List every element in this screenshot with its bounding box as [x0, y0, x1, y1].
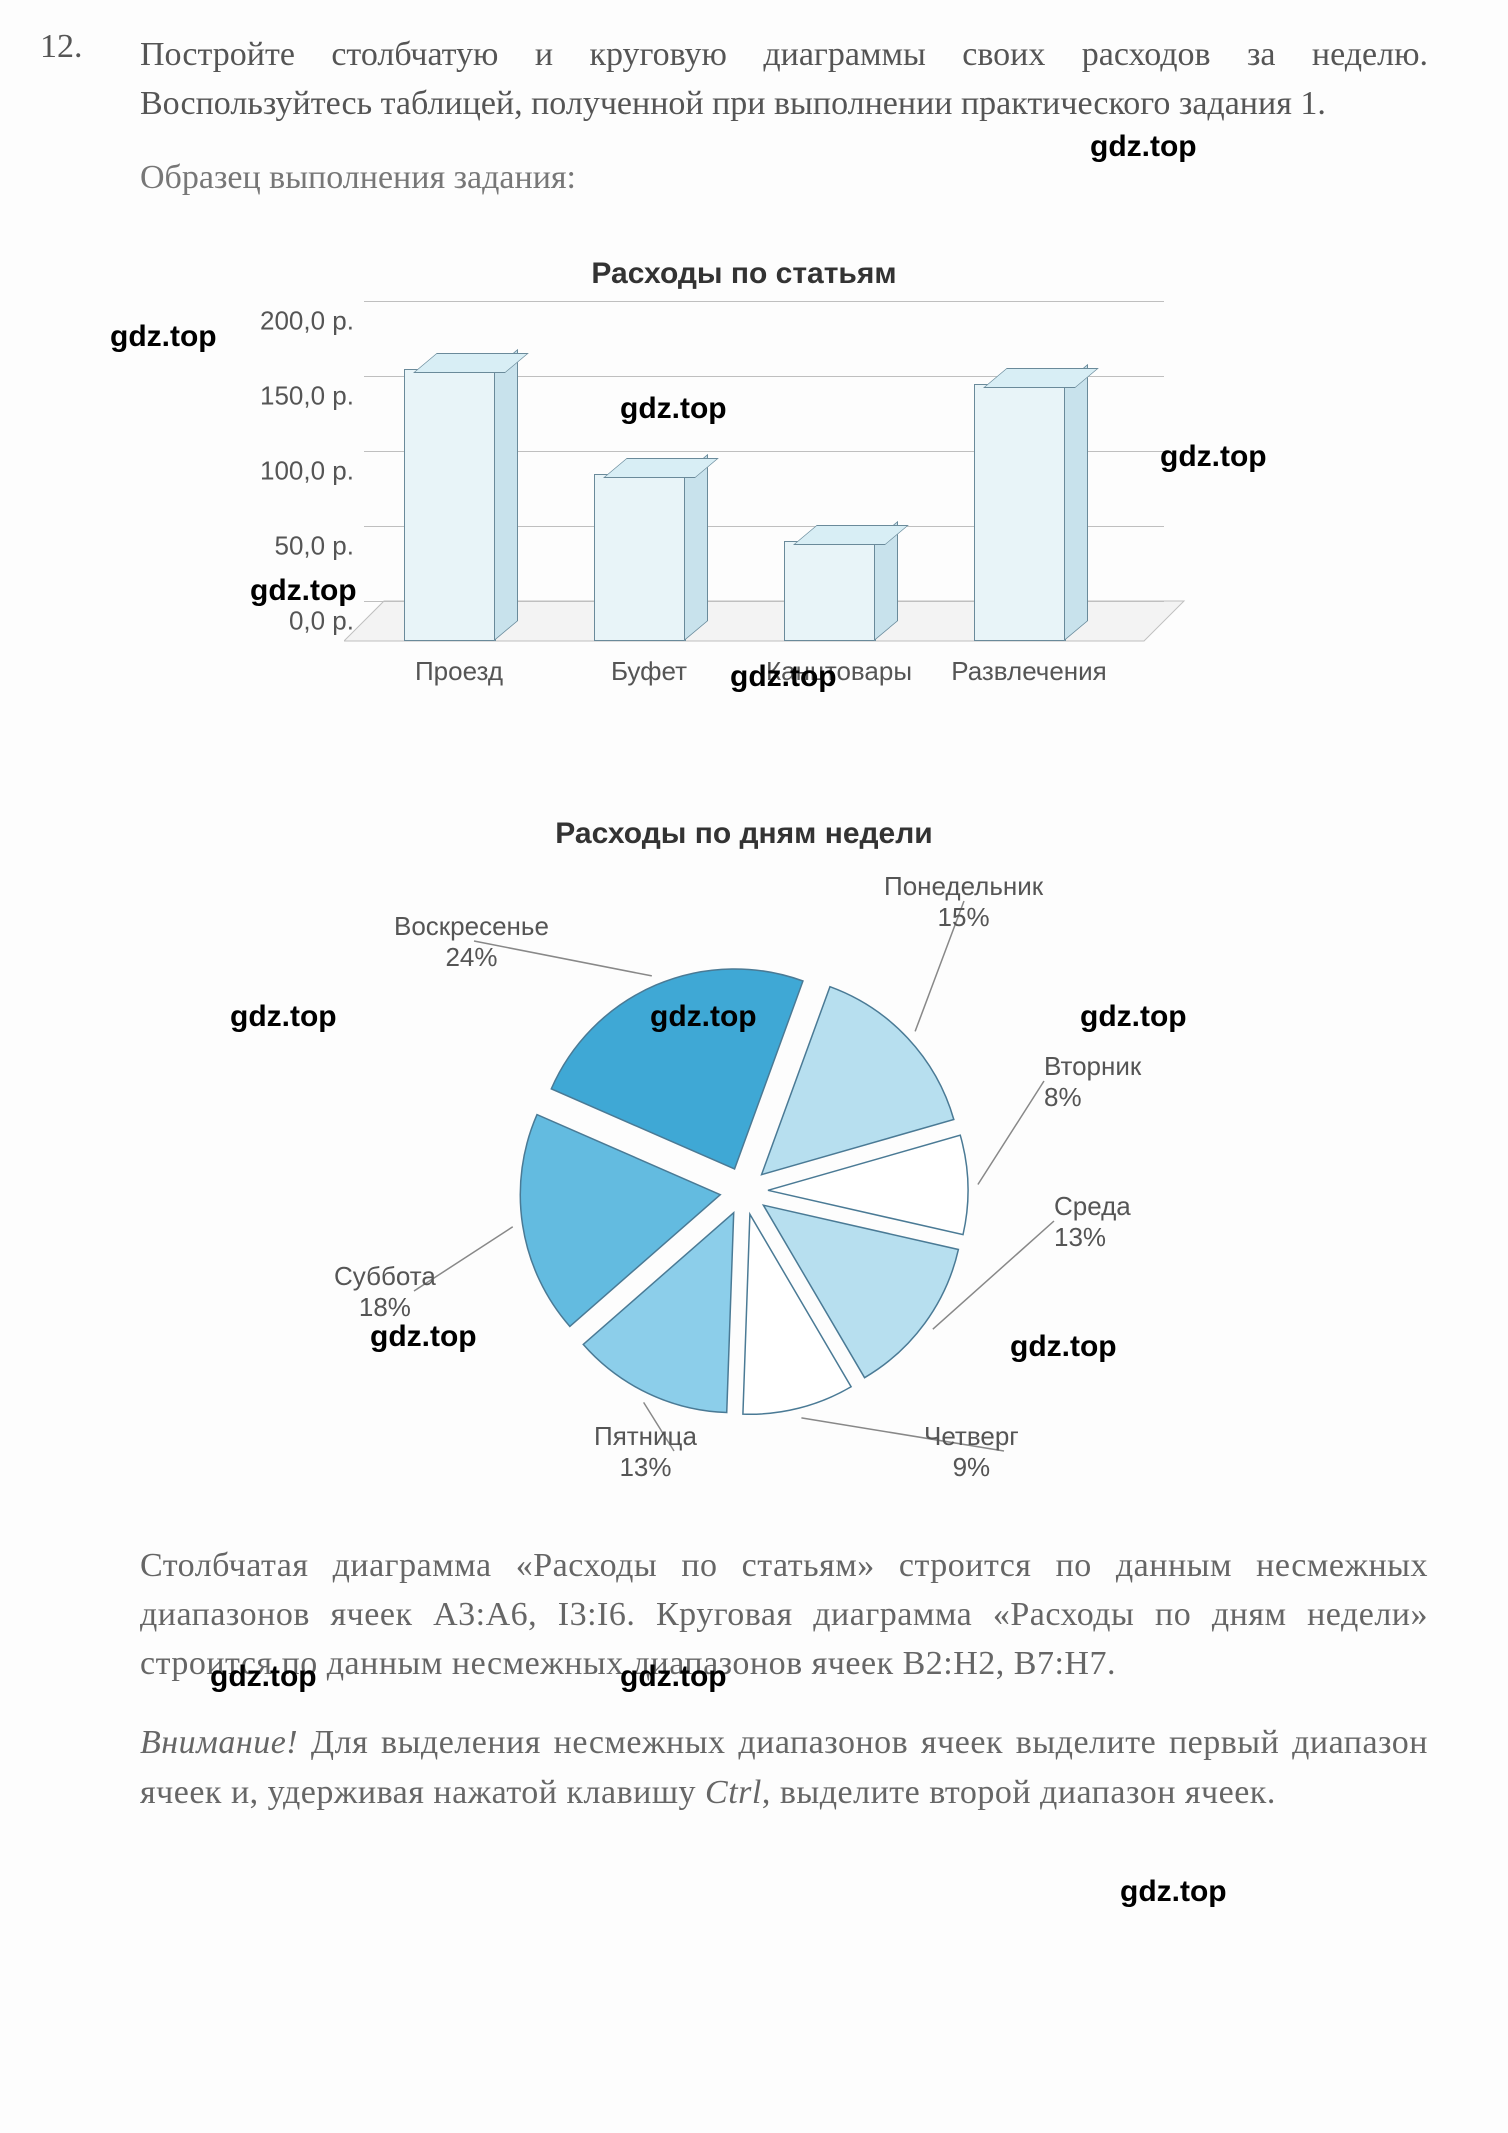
bar-chart: Расходы по статьям 0,0 р.50,0 р.100,0 р.… — [244, 257, 1244, 697]
x-axis-label: Развлечения — [939, 656, 1119, 687]
pie-label-name: Понедельник — [884, 871, 1043, 902]
task-number: 12. — [40, 28, 83, 66]
grid-line — [364, 301, 1164, 302]
attention-label: Внимание! — [140, 1724, 298, 1761]
pie-label-name: Воскресенье — [394, 911, 549, 942]
pie-label: Среда13% — [1054, 1191, 1131, 1253]
pie-label-pct: 9% — [924, 1452, 1019, 1483]
y-axis-label: 150,0 р. — [234, 380, 354, 411]
bar-chart-title: Расходы по статьям — [244, 257, 1244, 291]
explain-p1: Столбчатая диаграмма «Расходы по статьям… — [140, 1541, 1428, 1689]
x-axis-label: Канцтовары — [749, 656, 929, 687]
pie-label: Воскресенье24% — [394, 911, 549, 973]
watermark: gdz.top — [1120, 1875, 1227, 1909]
pie-label-pct: 13% — [594, 1452, 697, 1483]
bar — [594, 476, 684, 641]
bar — [404, 371, 494, 641]
pie-chart-area: Расходы по дням недели Понедельник15% Вто… — [244, 817, 1244, 1481]
task-text: Постройте столбчатую и круговую диаграмм… — [140, 30, 1428, 129]
bar — [974, 386, 1064, 641]
pie-label-name: Вторник — [1044, 1051, 1141, 1082]
pie-label-pct: 15% — [884, 902, 1043, 933]
pie-label-name: Пятница — [594, 1421, 697, 1452]
pie-label-pct: 13% — [1054, 1222, 1131, 1253]
pie-label: Вторник8% — [1044, 1051, 1141, 1113]
explain-p2-tail: , выделите второй диапазон ячеек. — [762, 1774, 1276, 1811]
explain-p2: Внимание! Для выделения несмежных диапаз… — [140, 1718, 1428, 1817]
y-axis-label: 0,0 р. — [234, 605, 354, 636]
pie-label-pct: 8% — [1044, 1082, 1141, 1113]
pie-label: Понедельник15% — [884, 871, 1043, 933]
pie-chart: Понедельник15%Вторник8%Среда13%Четверг9%… — [244, 861, 1244, 1481]
pie-label: Суббота18% — [334, 1261, 436, 1323]
ctrl-key: Ctrl — [705, 1774, 762, 1811]
pie-label-pct: 18% — [334, 1292, 436, 1323]
pie-label-name: Среда — [1054, 1191, 1131, 1222]
bar-chart-plot: 0,0 р.50,0 р.100,0 р.150,0 р.200,0 р. Пр… — [364, 301, 1264, 661]
y-axis-label: 200,0 р. — [234, 305, 354, 336]
pie-label-name: Четверг — [924, 1421, 1019, 1452]
pie-label-name: Суббота — [334, 1261, 436, 1292]
page: 12. Постройте столбчатую и круговую диаг… — [0, 0, 1508, 2133]
x-axis-label: Буфет — [559, 656, 739, 687]
leader-line — [978, 1081, 1044, 1184]
pie-label: Пятница13% — [594, 1421, 697, 1483]
sample-label: Образец выполнения задания: — [140, 159, 1428, 197]
bar-chart-area: Расходы по статьям 0,0 р.50,0 р.100,0 р.… — [144, 257, 1344, 697]
pie-label: Четверг9% — [924, 1421, 1019, 1483]
pie-label-pct: 24% — [394, 942, 549, 973]
bar — [784, 543, 874, 641]
y-axis-label: 50,0 р. — [234, 530, 354, 561]
y-axis-label: 100,0 р. — [234, 455, 354, 486]
pie-chart-title: Расходы по дням недели — [244, 817, 1244, 851]
x-axis-label: Проезд — [369, 656, 549, 687]
